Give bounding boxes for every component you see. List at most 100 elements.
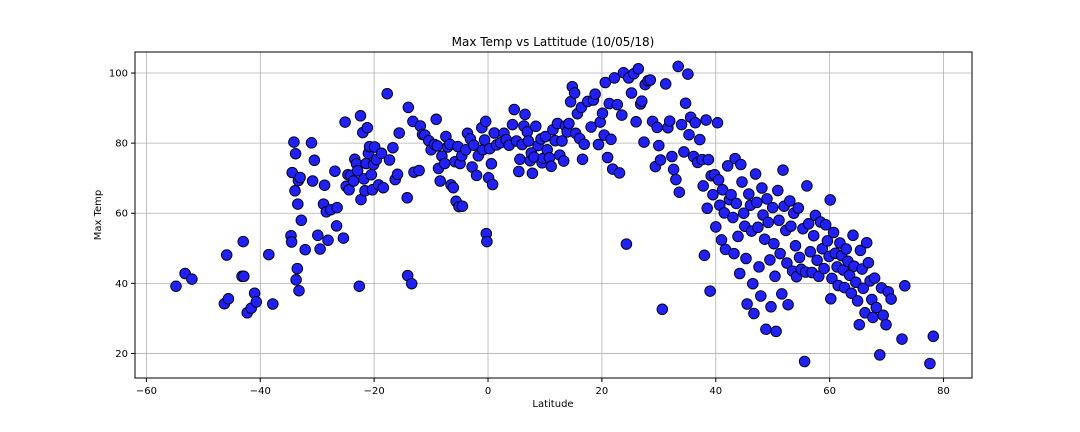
data-point — [827, 226, 840, 239]
data-point — [578, 138, 590, 150]
y-tick-label: 20 — [115, 349, 128, 360]
data-point — [670, 173, 682, 186]
data-point — [762, 216, 774, 229]
data-point — [456, 200, 469, 212]
data-point — [704, 285, 716, 297]
data-point — [840, 243, 852, 255]
data-point — [488, 127, 501, 139]
data-point — [711, 117, 724, 129]
data-point — [675, 118, 688, 131]
data-point — [663, 115, 676, 127]
data-point — [755, 290, 767, 302]
data-point — [285, 236, 298, 248]
data-point — [638, 136, 650, 148]
tick-layer: −60 −40 −20 0 20 40 60 80 20 40 60 80 100 — [109, 69, 950, 397]
data-point — [807, 229, 820, 242]
data-point — [666, 150, 678, 163]
data-point — [322, 234, 334, 246]
x-tick-label: −40 — [250, 386, 271, 397]
data-point — [481, 235, 493, 248]
x-tick-label: −60 — [136, 386, 157, 397]
data-point — [701, 202, 713, 215]
data-point — [847, 229, 859, 242]
data-point — [611, 98, 624, 111]
data-point — [605, 133, 617, 146]
data-point — [330, 220, 343, 232]
data-point — [781, 257, 793, 269]
data-point — [331, 201, 343, 214]
data-point — [486, 178, 499, 191]
data-point — [752, 221, 764, 234]
y-tick-label: 100 — [109, 69, 128, 80]
data-point — [764, 254, 776, 266]
data-point — [267, 298, 279, 310]
data-point — [880, 318, 892, 331]
data-point — [351, 165, 364, 177]
data-point — [391, 168, 404, 181]
data-point — [774, 247, 786, 260]
data-point — [220, 249, 233, 261]
data-point — [776, 288, 788, 300]
data-point — [377, 181, 390, 194]
data-point — [743, 188, 755, 200]
data-point — [589, 88, 601, 100]
data-point — [867, 311, 879, 324]
data-point — [292, 198, 304, 210]
data-point — [539, 130, 552, 143]
data-point — [312, 229, 324, 242]
data-point — [401, 192, 413, 204]
data-point — [694, 133, 706, 146]
x-tick-label: 60 — [823, 386, 836, 397]
data-point — [758, 233, 771, 245]
data-point — [725, 188, 737, 201]
data-point — [651, 121, 663, 134]
data-point — [288, 136, 300, 148]
data-point — [479, 115, 492, 128]
data-point — [862, 256, 875, 269]
data-point — [387, 141, 399, 154]
data-point — [851, 295, 864, 307]
data-point — [563, 117, 575, 130]
data-point — [792, 202, 805, 214]
data-point — [383, 154, 396, 166]
data-point — [896, 333, 908, 345]
data-point — [773, 214, 785, 227]
data-point — [826, 272, 838, 285]
data-point — [506, 118, 519, 131]
data-point — [673, 186, 686, 198]
data-point — [818, 262, 830, 275]
data-point — [733, 267, 746, 280]
data-point — [760, 323, 772, 336]
data-point — [438, 157, 451, 170]
data-point — [741, 298, 753, 310]
chart-title: Max Temp vs Lattitude (10/05/18) — [452, 35, 655, 49]
data-point — [339, 116, 351, 128]
data-point — [793, 251, 806, 264]
data-point — [291, 262, 304, 275]
data-point — [870, 301, 883, 314]
data-point — [299, 243, 311, 256]
data-point — [702, 153, 715, 166]
data-point — [430, 113, 442, 126]
data-point — [402, 101, 415, 114]
data-point — [769, 270, 781, 283]
data-point — [289, 185, 301, 197]
data-point — [697, 180, 709, 192]
data-point — [777, 164, 789, 176]
data-point — [654, 154, 667, 166]
data-point — [737, 207, 750, 219]
data-point — [508, 103, 520, 116]
data-point — [329, 165, 341, 177]
data-point — [885, 293, 897, 305]
data-point — [698, 249, 711, 262]
data-point — [802, 218, 815, 230]
data-point — [601, 151, 614, 164]
data-point — [294, 171, 306, 184]
data-point — [353, 280, 366, 292]
data-point — [478, 134, 491, 146]
data-point — [756, 182, 768, 194]
x-tick-label: −20 — [364, 386, 385, 397]
data-point — [672, 60, 684, 73]
data-point — [798, 355, 811, 368]
